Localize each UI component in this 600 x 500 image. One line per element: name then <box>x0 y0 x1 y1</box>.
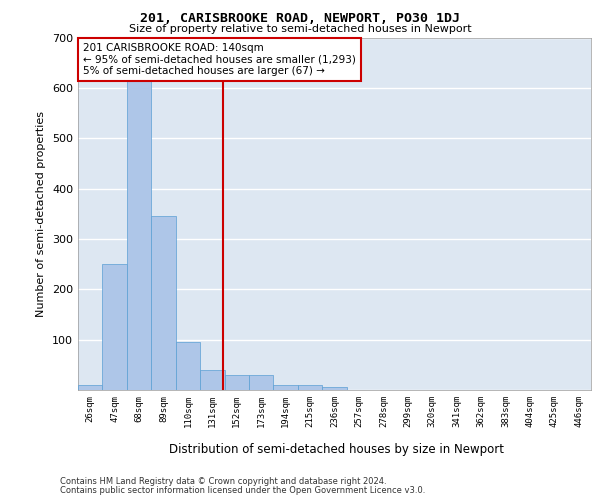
Bar <box>322 388 347 390</box>
Bar <box>151 216 176 390</box>
Bar <box>127 73 151 390</box>
Bar <box>274 385 298 390</box>
Text: Distribution of semi-detached houses by size in Newport: Distribution of semi-detached houses by … <box>169 442 503 456</box>
Bar <box>249 375 274 390</box>
Bar <box>298 385 322 390</box>
Text: Size of property relative to semi-detached houses in Newport: Size of property relative to semi-detach… <box>128 24 472 34</box>
Text: 201, CARISBROOKE ROAD, NEWPORT, PO30 1DJ: 201, CARISBROOKE ROAD, NEWPORT, PO30 1DJ <box>140 12 460 26</box>
Bar <box>176 342 200 390</box>
Y-axis label: Number of semi-detached properties: Number of semi-detached properties <box>37 111 46 317</box>
Text: Contains public sector information licensed under the Open Government Licence v3: Contains public sector information licen… <box>60 486 425 495</box>
Bar <box>224 375 249 390</box>
Bar <box>200 370 224 390</box>
Text: 201 CARISBROOKE ROAD: 140sqm
← 95% of semi-detached houses are smaller (1,293)
5: 201 CARISBROOKE ROAD: 140sqm ← 95% of se… <box>83 43 356 76</box>
Bar <box>103 264 127 390</box>
Bar <box>78 385 103 390</box>
Text: Contains HM Land Registry data © Crown copyright and database right 2024.: Contains HM Land Registry data © Crown c… <box>60 477 386 486</box>
